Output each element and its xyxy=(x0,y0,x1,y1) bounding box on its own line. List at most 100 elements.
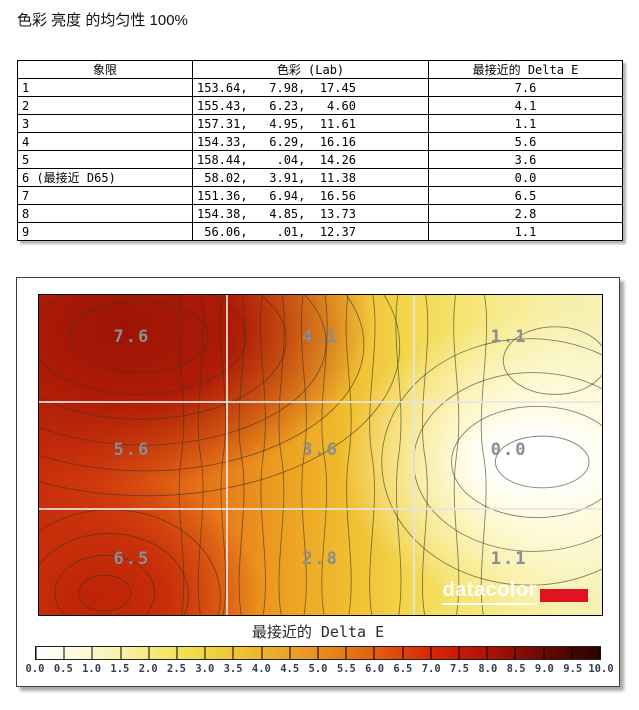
lab-cell: 153.64, 7.98, 17.45 xyxy=(192,78,429,97)
colorbar-tick xyxy=(430,647,432,659)
delta-e-cell: 0.0 xyxy=(428,168,623,187)
uniformity-figure: 7.6 4.1 1.1 5.6 3.6 0.0 6.5 2.8 1.1 data… xyxy=(16,277,620,687)
uniformity-table-wrapper: 象限 色彩 (Lab) 最接近的 Delta E 1 153.64, 7.98, … xyxy=(17,60,623,241)
delta-e-cell: 7.6 xyxy=(428,78,623,97)
colorbar-tick xyxy=(514,647,516,659)
table-header-row: 象限 色彩 (Lab) 最接近的 Delta E xyxy=(17,60,623,79)
colorbar-tick xyxy=(345,647,347,659)
delta-e-contour-map: 7.6 4.1 1.1 5.6 3.6 0.0 6.5 2.8 1.1 data… xyxy=(38,294,603,616)
quadrant-cell: 2 xyxy=(17,96,193,115)
table-row: 1 153.64, 7.98, 17.45 7.6 xyxy=(17,78,623,97)
quadrant-value-label: 1.1 xyxy=(490,549,528,569)
quadrant-value-label: 3.6 xyxy=(302,440,339,461)
colorbar-tick xyxy=(120,647,122,659)
lab-cell: 151.36, 6.94, 16.56 xyxy=(192,186,429,205)
colorbar-tick xyxy=(317,647,319,659)
colorbar-tick-label: 0.5 xyxy=(53,663,73,675)
delta-e-cell: 2.8 xyxy=(428,204,623,223)
lab-cell: 56.06, .01, 12.37 xyxy=(192,222,429,241)
quadrant-value-label: 0.0 xyxy=(490,440,528,461)
colorbar-tick xyxy=(543,647,545,659)
colorbar-tick-label: 6.5 xyxy=(393,663,413,675)
table-row: 8 154.38, 4.85, 13.73 2.8 xyxy=(17,204,623,223)
delta-e-cell: 1.1 xyxy=(428,114,623,133)
contour-lines-svg xyxy=(39,295,602,615)
colorbar-tick-label: 2.0 xyxy=(138,663,158,675)
table-row: 7 151.36, 6.94, 16.56 6.5 xyxy=(17,186,623,205)
delta-e-cell: 3.6 xyxy=(428,150,623,169)
table-row: 3 157.31, 4.95, 11.61 1.1 xyxy=(17,114,623,133)
table-row: 9 56.06, .01, 12.37 1.1 xyxy=(17,222,623,241)
colorbar-tick xyxy=(232,647,234,659)
colorbar-tick-label: 0.0 xyxy=(25,663,45,675)
colorbar-tick-label: 2.5 xyxy=(167,663,186,675)
quadrant-cell: 9 xyxy=(17,222,193,241)
colorbar-tick-label: 8.5 xyxy=(506,663,526,675)
colorbar-tick-label: 1.0 xyxy=(82,663,102,675)
colorbar-labels: 0.0 0.5 1.0 1.5 2.0 2.5 3.0 3.5 4.0 4.5 5.0 5.5 6.0 6… xyxy=(26,663,614,676)
quadrant-cell: 4 xyxy=(17,132,193,151)
grid-line-vertical xyxy=(225,295,228,615)
colorbar-tick-label: 1.5 xyxy=(110,663,130,675)
colorbar-tick xyxy=(599,647,601,659)
colorbar-tick xyxy=(63,647,65,659)
table-row: 6 (最接近 D65) 58.02, 3.91, 11.38 0.0 xyxy=(17,168,623,187)
quadrant-cell: 7 xyxy=(17,186,193,205)
grid-line-horizontal xyxy=(39,507,602,510)
quadrant-cell: 6 (最接近 D65) xyxy=(17,168,193,187)
col-header-quadrant: 象限 xyxy=(17,60,193,79)
colorbar-tick-label: 7.0 xyxy=(421,663,441,675)
colorbar-tick-label: 5.0 xyxy=(308,663,328,675)
colorbar-tick-label: 3.5 xyxy=(223,663,243,675)
colorbar-tick xyxy=(458,647,460,659)
colorbar-tick-label: 10.0 xyxy=(588,663,614,675)
lab-cell: 155.43, 6.23, 4.60 xyxy=(192,96,429,115)
quadrant-cell: 5 xyxy=(17,150,193,169)
delta-e-cell: 4.1 xyxy=(428,96,623,115)
quadrant-value-label: 5.6 xyxy=(113,440,151,461)
grid-line-vertical xyxy=(413,295,416,615)
colorbar-tick xyxy=(571,647,573,659)
lab-cell: 154.38, 4.85, 13.73 xyxy=(192,204,429,223)
colorbar-tick-label: 8.0 xyxy=(478,663,498,675)
quadrant-value-label: 7.6 xyxy=(113,326,151,347)
colorbar-tick xyxy=(204,647,206,659)
colorbar-tick-label: 9.0 xyxy=(534,663,554,675)
quadrant-cell: 8 xyxy=(17,204,193,223)
colorbar xyxy=(35,646,601,660)
colorbar-tick-label: 4.5 xyxy=(280,663,300,675)
datacolor-logo-red-bar xyxy=(540,589,588,602)
quadrant-value-label: 6.5 xyxy=(113,549,151,569)
quadrant-value-label: 4.1 xyxy=(302,326,339,347)
table-row: 2 155.43, 6.23, 4.60 4.1 xyxy=(17,96,623,115)
colorbar-title: 最接近的 Delta E xyxy=(251,623,385,641)
quadrant-cell: 3 xyxy=(17,114,193,133)
colorbar-tick xyxy=(486,647,488,659)
colorbar-tick xyxy=(148,647,150,659)
colorbar-tick-label: 6.0 xyxy=(365,663,385,675)
lab-cell: 154.33, 6.29, 16.16 xyxy=(192,132,429,151)
delta-e-cell: 1.1 xyxy=(428,222,623,241)
colorbar-tick-label: 4.0 xyxy=(251,663,271,675)
colorbar-tick xyxy=(261,647,263,659)
quadrant-value-label: 2.8 xyxy=(302,549,339,569)
colorbar-tick xyxy=(91,647,93,659)
lab-cell: 58.02, 3.91, 11.38 xyxy=(192,168,429,187)
datacolor-logo: datacolor xyxy=(442,580,588,605)
table-row: 4 154.33, 6.29, 16.16 5.6 xyxy=(17,132,623,151)
colorbar-tick xyxy=(402,647,404,659)
colorbar-tick xyxy=(35,647,37,659)
colorbar-tick-label: 5.5 xyxy=(336,663,356,675)
colorbar-tick xyxy=(176,647,178,659)
quadrant-cell: 1 xyxy=(17,78,193,97)
page-title: 色彩 亮度 的均匀性 100% xyxy=(17,12,188,29)
col-header-delta-e: 最接近的 Delta E xyxy=(428,60,623,79)
colorbar-tick xyxy=(373,647,375,659)
col-header-lab: 色彩 (Lab) xyxy=(192,60,429,79)
lab-cell: 158.44, .04, 14.26 xyxy=(192,150,429,169)
delta-e-cell: 5.6 xyxy=(428,132,623,151)
datacolor-logo-text: datacolor xyxy=(442,580,537,605)
lab-cell: 157.31, 4.95, 11.61 xyxy=(192,114,429,133)
colorbar-tick-label: 3.0 xyxy=(195,663,215,675)
